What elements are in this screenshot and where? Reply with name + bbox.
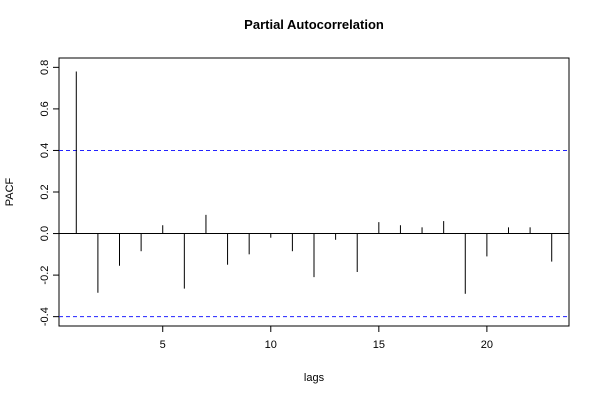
y-tick-label: 0.6 — [39, 101, 51, 116]
x-axis: 5 10 15 20 — [160, 326, 493, 351]
x-tick-label: 20 — [481, 339, 493, 351]
y-tick-label: 0.4 — [39, 143, 51, 158]
x-tick-label: 15 — [373, 339, 385, 351]
y-tick-label: -0.2 — [39, 266, 51, 285]
y-tick-label: 0.2 — [39, 184, 51, 199]
y-tick-label: 0.8 — [39, 60, 51, 75]
x-tick-label: 5 — [160, 339, 166, 351]
confidence-bounds — [59, 149, 569, 318]
x-axis-label: lags — [304, 372, 325, 384]
y-tick-label: -0.4 — [39, 307, 51, 326]
x-tick-label: 10 — [265, 339, 277, 351]
pacf-bars — [75, 71, 553, 294]
chart-title: Partial Autocorrelation — [244, 17, 384, 32]
plot-frame — [58, 57, 570, 327]
y-tick-label: 0.0 — [39, 226, 51, 241]
y-axis-label: PACF — [4, 177, 16, 206]
y-axis: -0.4 -0.2 0.0 0.2 0.4 0.6 0.8 — [39, 60, 59, 326]
